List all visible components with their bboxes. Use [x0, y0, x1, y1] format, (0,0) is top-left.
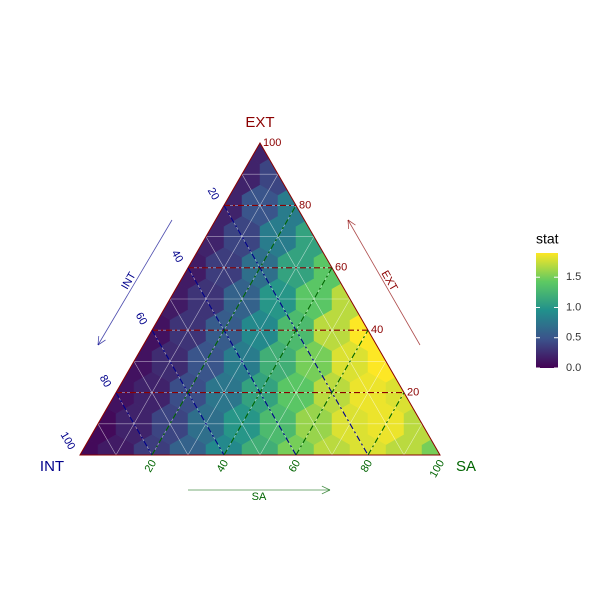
int-dashed-line — [187, 267, 297, 456]
sa-arrow-head — [321, 485, 331, 491]
sa-dashed-line — [295, 329, 369, 456]
int-arrow-head — [97, 339, 106, 346]
int-tick-label: 20 — [205, 186, 222, 203]
int-tick-label: 80 — [97, 373, 114, 390]
grid-line — [331, 361, 387, 456]
ext-tick-label: 20 — [407, 387, 419, 399]
int-arrow — [97, 219, 173, 346]
sa-arrow-head — [321, 489, 331, 495]
grid-line — [97, 423, 117, 456]
sa-dashed-line — [151, 205, 297, 456]
ext-tick-label: 40 — [371, 324, 383, 336]
grid-line — [205, 236, 333, 456]
colorbar-tick-label: 0.0 — [566, 362, 581, 374]
sa-dashed-line — [223, 267, 333, 456]
int-tick-label: 40 — [169, 248, 186, 265]
colorbar-tick-label: 0.5 — [566, 332, 581, 344]
int-tick-label: 100 — [58, 430, 78, 452]
ext-arrow-head — [347, 219, 350, 230]
ext-arrow — [347, 219, 421, 346]
ext-tick-label: 80 — [299, 199, 311, 211]
sa-tick-label: 100 — [428, 458, 448, 480]
sa-tick-label: 60 — [287, 458, 304, 475]
int-tick-label: 60 — [133, 311, 150, 328]
int-dashed-line — [115, 392, 153, 456]
sa-dashed-line — [367, 392, 405, 456]
grid-line — [241, 174, 405, 456]
int-axis-title: INT — [40, 458, 64, 475]
sa-arrow-label: SA — [252, 491, 267, 503]
int-arrow-head — [97, 335, 100, 346]
sa-axis-title: SA — [456, 458, 476, 475]
overlay: 20 40 60 80 100 20 40 60 80 100 20 40 60 80 100 EXT INT S… — [40, 114, 581, 503]
grid-line — [259, 298, 351, 456]
ext-tick-label: 100 — [263, 137, 281, 149]
ext-arrow-head — [347, 219, 356, 226]
int-arrow-label: INT — [119, 270, 138, 292]
grid-line — [133, 361, 189, 456]
grid-line — [115, 174, 279, 456]
ext-arrow-label: EXT — [379, 269, 400, 294]
legend-title: stat — [536, 231, 559, 247]
colorbar — [536, 253, 558, 368]
grid-line — [169, 298, 261, 456]
sa-tick-label: 20 — [143, 458, 160, 475]
colorbar-tick-label: 1.5 — [566, 271, 581, 283]
sa-tick-label: 40 — [215, 458, 232, 475]
colorbar-tick-label: 1.0 — [566, 301, 581, 313]
ext-axis-title: EXT — [245, 114, 274, 131]
sa-tick-label: 80 — [359, 458, 376, 475]
triangle-border — [79, 141, 441, 456]
ext-tick-label: 60 — [335, 262, 347, 274]
grid-line — [187, 236, 315, 456]
grid-line — [403, 423, 423, 456]
